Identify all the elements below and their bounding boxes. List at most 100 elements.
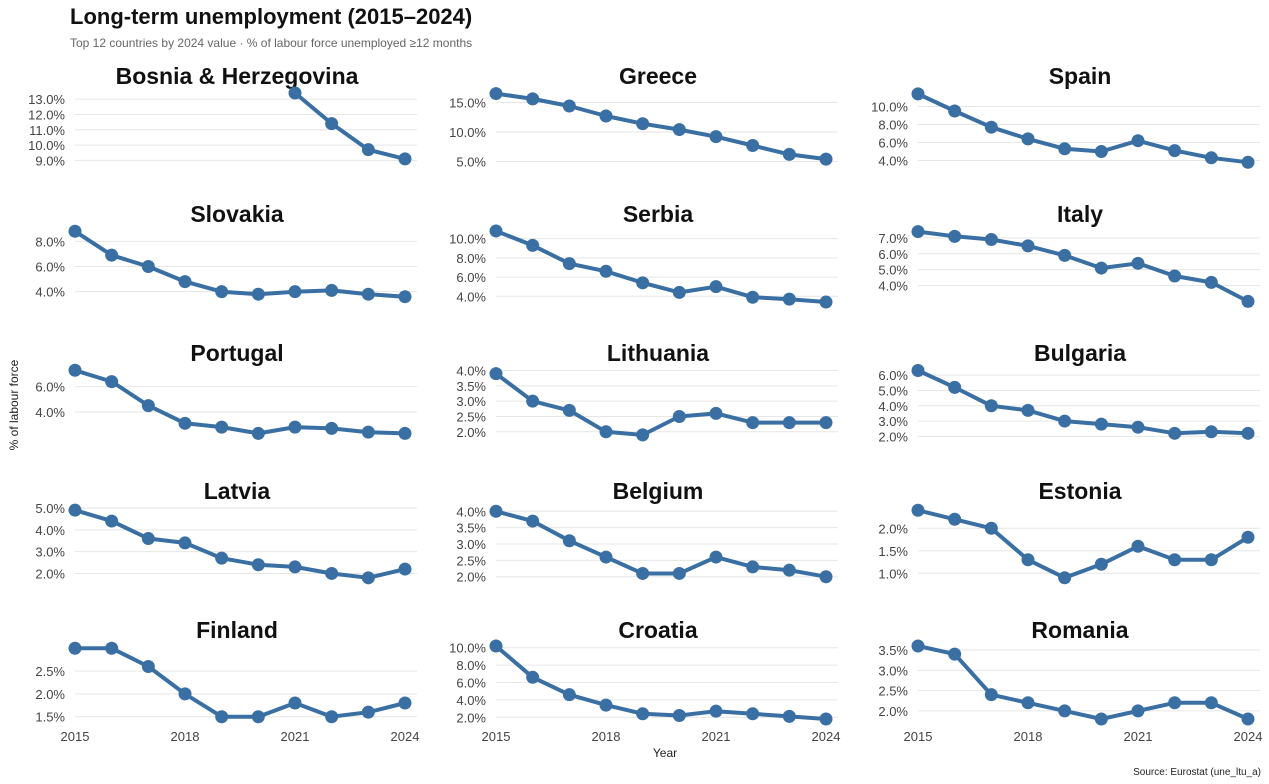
data-point bbox=[984, 233, 998, 247]
data-point bbox=[672, 566, 686, 580]
data-point bbox=[1021, 239, 1035, 253]
y-tick-label: 3.5% bbox=[878, 643, 908, 658]
data-point bbox=[1021, 553, 1035, 567]
data-point bbox=[636, 428, 650, 442]
data-point bbox=[178, 687, 192, 701]
series-line bbox=[494, 509, 828, 579]
panel-title: Estonia bbox=[1038, 478, 1121, 504]
panel-title: Slovakia bbox=[190, 201, 284, 227]
data-point bbox=[636, 117, 650, 131]
y-tick-label: 4.0% bbox=[456, 504, 486, 519]
y-tick-label: 6.0% bbox=[456, 270, 486, 285]
data-point bbox=[1094, 417, 1108, 431]
y-tick-label: 2.0% bbox=[456, 425, 486, 440]
series-line bbox=[73, 508, 407, 580]
data-point bbox=[1058, 571, 1072, 585]
series-line bbox=[916, 644, 1250, 721]
panel-latvia: Latvia 2.0% 3.0% 4.0% 5.0% bbox=[35, 478, 417, 585]
data-point bbox=[562, 403, 576, 417]
data-point bbox=[1241, 426, 1255, 440]
panel-lithuania: Lithuania 2.0%2.5%3.0%3.5%4.0% bbox=[456, 340, 838, 442]
y-tick-label: 10.0% bbox=[449, 641, 486, 656]
x-tick-label: 2018 bbox=[171, 729, 200, 744]
y-tick-label: 5.0% bbox=[456, 154, 486, 169]
panel-title: Portugal bbox=[190, 340, 283, 366]
data-point bbox=[1131, 256, 1145, 270]
data-point bbox=[288, 560, 302, 574]
panel-serbia: Serbia 4.0% 6.0% 8.0% 10.0% bbox=[449, 201, 838, 309]
data-point bbox=[398, 426, 412, 440]
data-point bbox=[672, 285, 686, 299]
data-point bbox=[526, 92, 540, 106]
data-point bbox=[709, 280, 723, 294]
y-tick-label: 4.0% bbox=[878, 279, 908, 294]
y-tick-label: 4.0% bbox=[878, 154, 908, 169]
data-point bbox=[141, 399, 155, 413]
data-point bbox=[562, 534, 576, 548]
data-point bbox=[948, 104, 962, 118]
y-tick-label: 1.0% bbox=[878, 566, 908, 581]
x-tick-label: 2021 bbox=[1124, 729, 1153, 744]
y-tick-label: 6.0% bbox=[35, 260, 65, 275]
panel-finland: Finland 1.5% 2.0% 2.5% 2015 2018 2021 2024 bbox=[35, 617, 419, 744]
data-point bbox=[911, 225, 925, 239]
data-point bbox=[984, 688, 998, 702]
y-tick-label: 2.0% bbox=[35, 566, 65, 581]
data-point bbox=[68, 224, 82, 238]
data-point bbox=[526, 238, 540, 252]
data-point bbox=[562, 688, 576, 702]
y-tick-label: 4.0% bbox=[456, 693, 486, 708]
panel-title: Greece bbox=[619, 63, 697, 89]
y-tick-label: 8.0% bbox=[35, 234, 65, 249]
panel-title: Belgium bbox=[613, 478, 704, 504]
y-tick-label: 1.5% bbox=[35, 710, 65, 725]
series-line bbox=[494, 371, 828, 437]
x-tick-label: 2024 bbox=[391, 729, 420, 744]
x-tick-label: 2021 bbox=[281, 729, 310, 744]
panel-title: Finland bbox=[196, 617, 278, 643]
data-point bbox=[215, 551, 229, 565]
y-tick-label: 6.0% bbox=[878, 247, 908, 262]
chart-title: Long-term unemployment (2015–2024) bbox=[70, 4, 473, 29]
x-tick-label: 2018 bbox=[1014, 729, 1043, 744]
panel-title: Latvia bbox=[204, 478, 271, 504]
data-point bbox=[215, 420, 229, 434]
data-point bbox=[562, 99, 576, 113]
y-tick-label: 6.0% bbox=[878, 368, 908, 383]
series-line bbox=[494, 644, 828, 721]
data-point bbox=[215, 285, 229, 299]
data-point bbox=[599, 109, 613, 123]
panel-belgium: Belgium 2.0% 2.5%3.0%3.5% 4.0% bbox=[456, 478, 838, 585]
data-point bbox=[398, 152, 412, 166]
data-point bbox=[948, 380, 962, 394]
data-point bbox=[398, 290, 412, 304]
data-point bbox=[105, 375, 119, 389]
y-tick-label: 10.0% bbox=[449, 125, 486, 140]
data-point bbox=[911, 364, 925, 378]
data-point bbox=[599, 264, 613, 278]
data-point bbox=[948, 647, 962, 661]
data-point bbox=[1204, 696, 1218, 710]
panel-title: Serbia bbox=[623, 201, 694, 227]
y-tick-label: 6.0% bbox=[456, 676, 486, 691]
data-point bbox=[672, 409, 686, 423]
data-point bbox=[288, 285, 302, 299]
chart-subtitle: Top 12 countries by 2024 value · % of la… bbox=[70, 36, 473, 50]
data-point bbox=[1241, 155, 1255, 169]
data-point bbox=[178, 416, 192, 430]
y-tick-label: 4.0% bbox=[456, 289, 486, 304]
data-point bbox=[746, 416, 760, 430]
data-point bbox=[105, 514, 119, 528]
data-point bbox=[984, 399, 998, 413]
y-tick-label: 13.0% bbox=[28, 92, 65, 107]
data-point bbox=[1094, 261, 1108, 275]
y-tick-label: 5.0% bbox=[878, 383, 908, 398]
series-line bbox=[494, 91, 828, 162]
data-point bbox=[1131, 420, 1145, 434]
data-point bbox=[1204, 275, 1218, 289]
data-point bbox=[782, 563, 796, 577]
series-line bbox=[916, 91, 1250, 165]
panel-greece: Greece 5.0% 10.0% 15.0% bbox=[449, 63, 838, 169]
data-point bbox=[1094, 145, 1108, 158]
